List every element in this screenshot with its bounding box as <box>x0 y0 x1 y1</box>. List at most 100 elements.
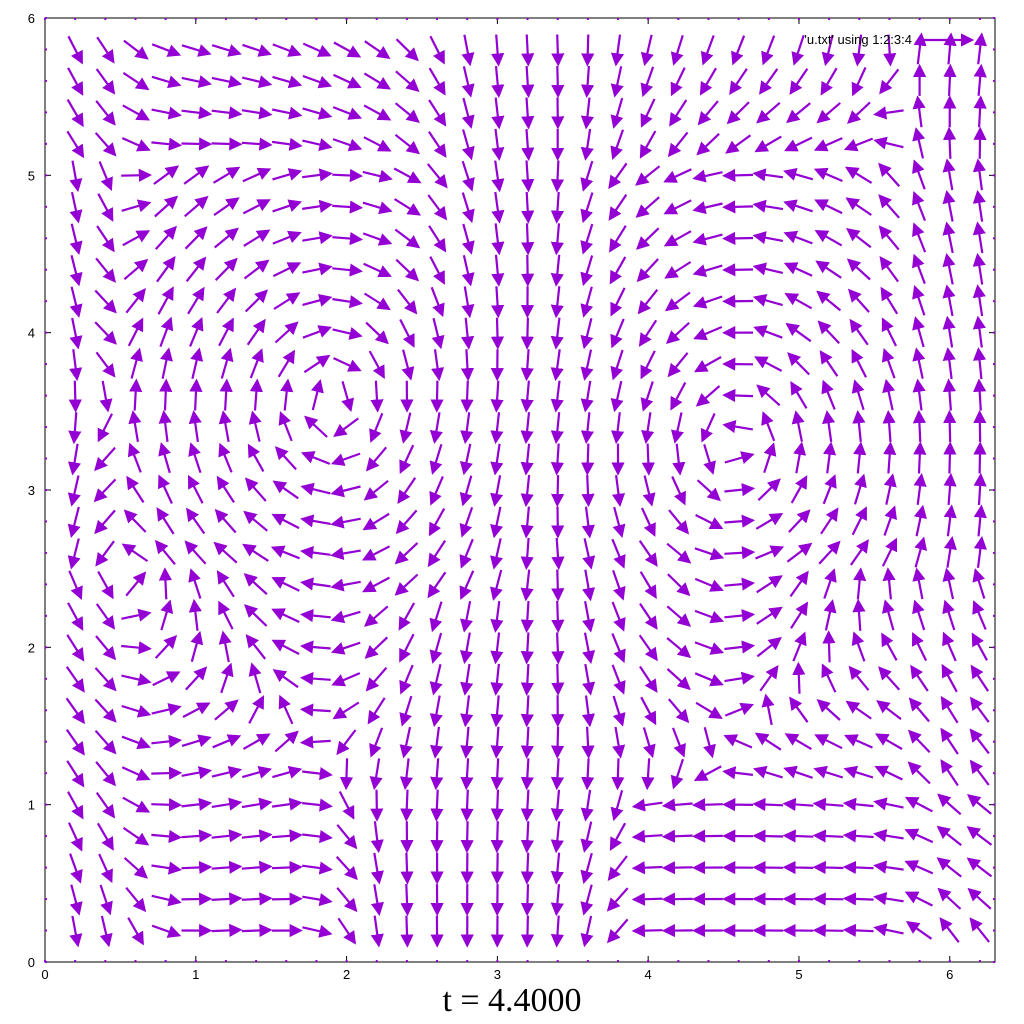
vector-arrow <box>846 101 871 124</box>
vector-arrow <box>127 442 142 473</box>
vector-arrow <box>521 160 535 193</box>
vector-arrow <box>785 322 812 343</box>
vector-arrow <box>816 102 841 124</box>
vector-arrow <box>67 443 82 476</box>
vector-arrow <box>369 727 384 758</box>
vector-arrow <box>490 317 505 350</box>
vector-arrow <box>913 473 927 505</box>
vector-arrow <box>99 915 113 948</box>
vector-arrow <box>338 790 355 820</box>
vector-arrow <box>67 506 81 539</box>
vector-arrow <box>550 884 564 917</box>
vector-arrow <box>218 600 234 630</box>
vector-arrow <box>394 198 422 216</box>
vector-arrow <box>362 512 390 531</box>
vector-arrow <box>670 34 684 66</box>
vector-arrow <box>724 640 756 654</box>
vector-arrow <box>332 326 363 340</box>
vector-arrow <box>182 702 211 718</box>
vector-arrow <box>181 860 213 875</box>
vector-arrow <box>752 168 784 182</box>
vector-arrow <box>272 199 302 213</box>
vector-arrow <box>611 538 626 569</box>
vector-arrow <box>151 734 183 748</box>
vector-arrow <box>635 196 660 218</box>
vector-arrow <box>942 158 956 191</box>
vector-arrow <box>722 388 754 403</box>
vector-arrow <box>609 822 627 852</box>
vector-arrow <box>631 861 663 875</box>
vector-arrow <box>904 796 933 813</box>
vector-arrow <box>362 169 393 183</box>
vector-arrow <box>724 514 756 528</box>
vector-arrow <box>271 860 303 875</box>
vector-arrow <box>790 475 808 504</box>
vector-arrow <box>612 506 626 539</box>
vector-arrow <box>491 34 505 67</box>
vector-arrow <box>430 380 444 413</box>
vector-arrow <box>428 225 447 253</box>
vector-arrow <box>181 75 212 89</box>
vector-arrow <box>461 254 475 287</box>
vector-arrow <box>640 34 654 67</box>
vector-arrow <box>337 917 357 945</box>
vector-arrow <box>121 168 152 182</box>
vector-arrow <box>331 672 361 687</box>
vector-arrow <box>211 797 243 811</box>
vector-arrow <box>904 860 934 875</box>
vector-arrow <box>666 668 691 691</box>
vector-arrow <box>98 161 113 192</box>
vector-arrow <box>429 475 444 506</box>
vector-arrow <box>661 861 693 875</box>
vector-arrow <box>722 168 754 182</box>
vector-arrow <box>461 317 475 350</box>
vector-arrow <box>851 348 867 378</box>
vector-arrow <box>211 75 243 89</box>
vector-arrow <box>639 571 657 599</box>
vector-arrow <box>696 133 720 156</box>
vector-arrow <box>339 758 354 791</box>
vector-arrow <box>272 75 303 89</box>
vector-arrow <box>910 664 929 692</box>
vector-arrow <box>913 32 927 65</box>
vector-arrow <box>341 380 355 413</box>
vector-arrow <box>641 507 656 537</box>
vector-arrow <box>874 765 903 781</box>
vector-arrow <box>271 639 300 655</box>
vector-arrow <box>876 700 902 720</box>
vector-arrow <box>821 34 835 67</box>
vector-arrow <box>873 106 904 120</box>
vector-arrow <box>822 474 837 505</box>
vector-arrow <box>851 631 866 662</box>
vector-arrow <box>752 765 783 779</box>
vector-arrow <box>302 262 333 276</box>
vector-arrow <box>631 892 663 906</box>
vector-arrow <box>69 160 83 193</box>
vector-arrow <box>400 884 414 917</box>
vector-arrow <box>151 861 182 875</box>
vector-arrow <box>520 915 535 948</box>
vector-arrow <box>461 192 475 224</box>
vector-arrow <box>68 412 82 445</box>
vector-arrow <box>972 252 986 285</box>
vector-arrow <box>943 504 957 537</box>
vector-arrow <box>520 474 534 508</box>
vector-arrow <box>274 446 297 471</box>
vector-arrow <box>636 227 660 250</box>
vector-arrow <box>219 378 233 411</box>
vector-arrow <box>521 34 535 67</box>
vector-arrow <box>156 256 176 283</box>
vector-arrow <box>550 915 565 948</box>
vector-arrow <box>842 892 874 906</box>
vector-arrow <box>365 666 388 692</box>
vector-arrow <box>65 728 85 756</box>
vector-arrow <box>843 765 874 779</box>
vector-arrow <box>151 893 182 907</box>
vector-arrow <box>907 761 931 785</box>
vector-arrow <box>939 917 960 943</box>
vector-arrow <box>121 608 152 622</box>
vector-arrow <box>249 348 264 379</box>
vector-arrow <box>752 293 783 307</box>
vector-arrow <box>639 602 658 630</box>
